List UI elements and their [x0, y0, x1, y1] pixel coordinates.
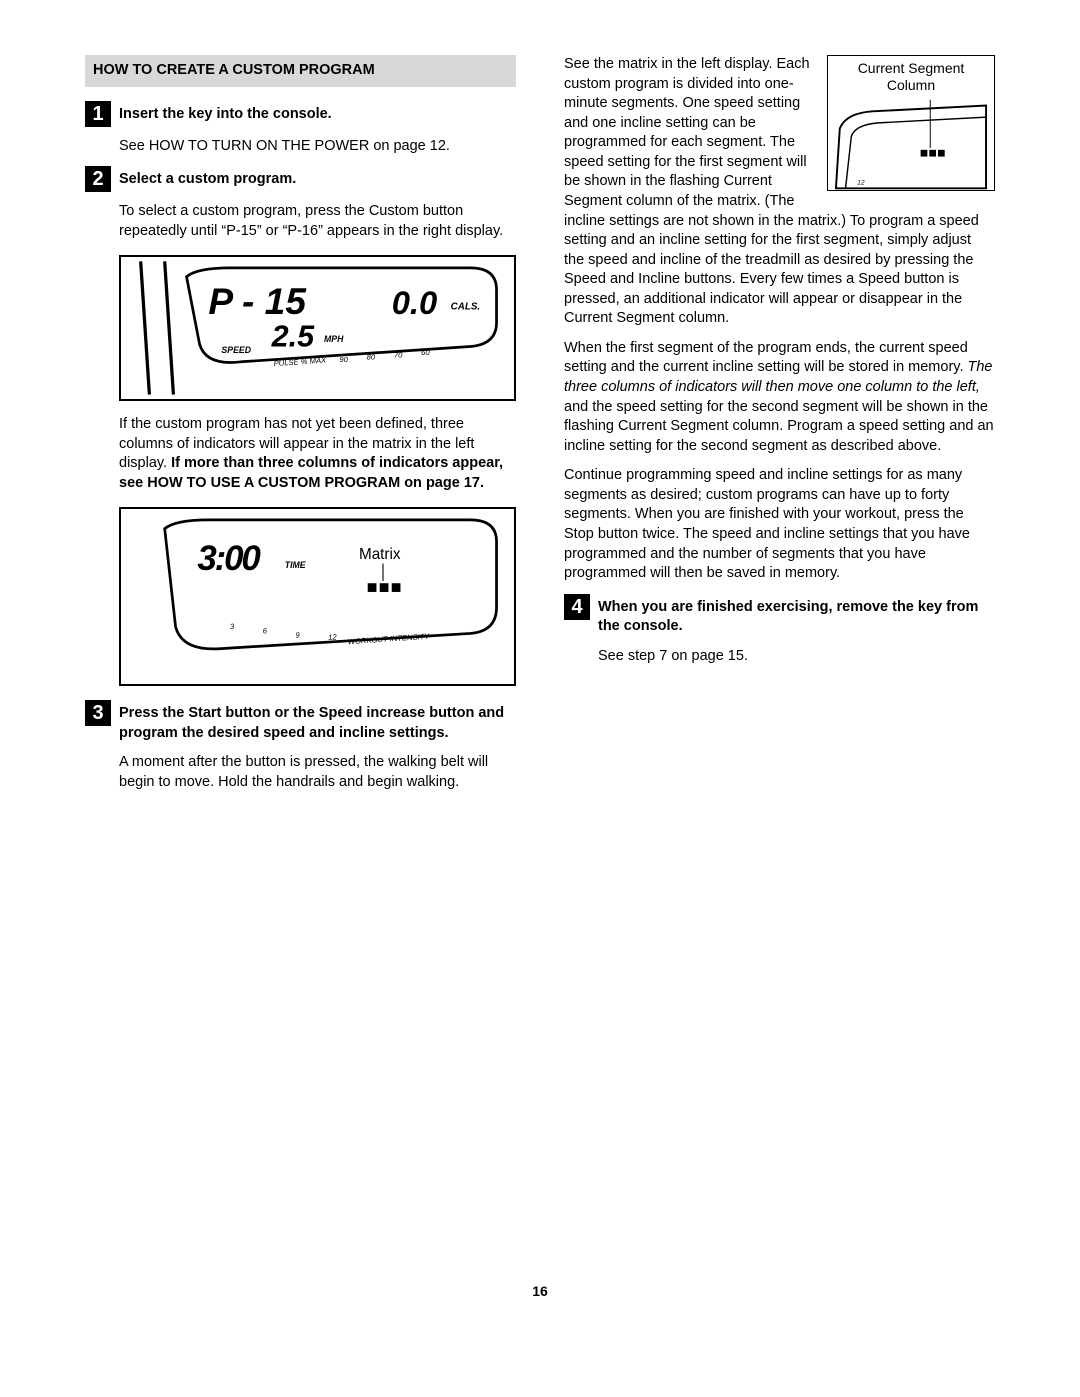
step-1-title: Insert the key into the console.: [119, 101, 332, 125]
fig1-program: P - 15: [208, 280, 307, 322]
step-4-title: When you are finished exercising, remove…: [598, 594, 995, 637]
step-number-3: 3: [85, 700, 111, 726]
fig1-speed-label: SPEED: [221, 345, 251, 355]
step-number-2: 2: [85, 166, 111, 192]
fig1-cals-value: 0.0: [392, 284, 438, 321]
fig2-intensity-label: WORKOUT INTENSITY: [348, 632, 431, 647]
fig2-tick-6: 6: [262, 627, 268, 636]
fig1-pulse-label: PULSE % MAX: [273, 356, 327, 369]
figure-display-p15: P - 15 0.0 CALS. 2.5 MPH SPEED PULSE % M…: [119, 255, 516, 401]
step-3-title: Press the Start button or the Speed incr…: [119, 700, 516, 743]
figure-display-matrix: 3:00 TIME Matrix 3 6 9 12 WORKOUT INTENS…: [119, 507, 516, 686]
step-4-body: See step 7 on page 15.: [598, 647, 995, 667]
step-2-title: Select a custom program.: [119, 166, 296, 190]
fig1-tick-80: 80: [367, 353, 376, 362]
step-3-header: 3 Press the Start button or the Speed in…: [85, 700, 516, 743]
fig2-time-label: TIME: [285, 560, 307, 570]
fig1-cals-label: CALS.: [451, 302, 480, 313]
fig1-speed-value: 2.5: [271, 320, 315, 354]
fig2-time-value: 3:00: [197, 540, 261, 579]
step-3-body-3: When the first segment of the program en…: [564, 339, 995, 456]
fig1-tick-60: 60: [421, 348, 430, 357]
left-column: HOW TO CREATE A CUSTOM PROGRAM 1 Insert …: [85, 55, 516, 802]
step-2-body-2: If the custom program has not yet been d…: [119, 415, 516, 493]
step-2-header: 2 Select a custom program.: [85, 166, 516, 192]
two-column-layout: HOW TO CREATE A CUSTOM PROGRAM 1 Insert …: [85, 55, 995, 802]
step-4-header: 4 When you are finished exercising, remo…: [564, 594, 995, 637]
fig2-tick-3: 3: [230, 622, 236, 631]
fig2-matrix-label: Matrix: [359, 547, 401, 564]
fig1-tick-90: 90: [339, 355, 348, 364]
step-1-header: 1 Insert the key into the console.: [85, 101, 516, 127]
section-title: HOW TO CREATE A CUSTOM PROGRAM: [85, 55, 516, 87]
inset-label: Current Segment Column: [834, 60, 988, 94]
step-1-body: See HOW TO TURN ON THE POWER on page 12.: [119, 137, 516, 157]
fig1-mph: MPH: [324, 334, 344, 344]
fig1-tick-70: 70: [394, 351, 403, 360]
page-number: 16: [85, 1282, 995, 1301]
fig2-tick-9: 9: [295, 631, 301, 640]
step-number-1: 1: [85, 101, 111, 127]
step-2-body-1: To select a custom program, press the Cu…: [119, 202, 516, 241]
step-3-body-1: A moment after the button is pressed, th…: [119, 753, 516, 792]
fig2-tick-12: 12: [328, 633, 338, 643]
right-column: Current Segment Column 12 See the matrix…: [564, 55, 995, 802]
inset-current-segment: Current Segment Column 12: [827, 55, 995, 191]
step-3-body-4: Continue programming speed and incline s…: [564, 466, 995, 583]
step-number-4: 4: [564, 594, 590, 620]
inset-tick: 12: [857, 179, 865, 186]
